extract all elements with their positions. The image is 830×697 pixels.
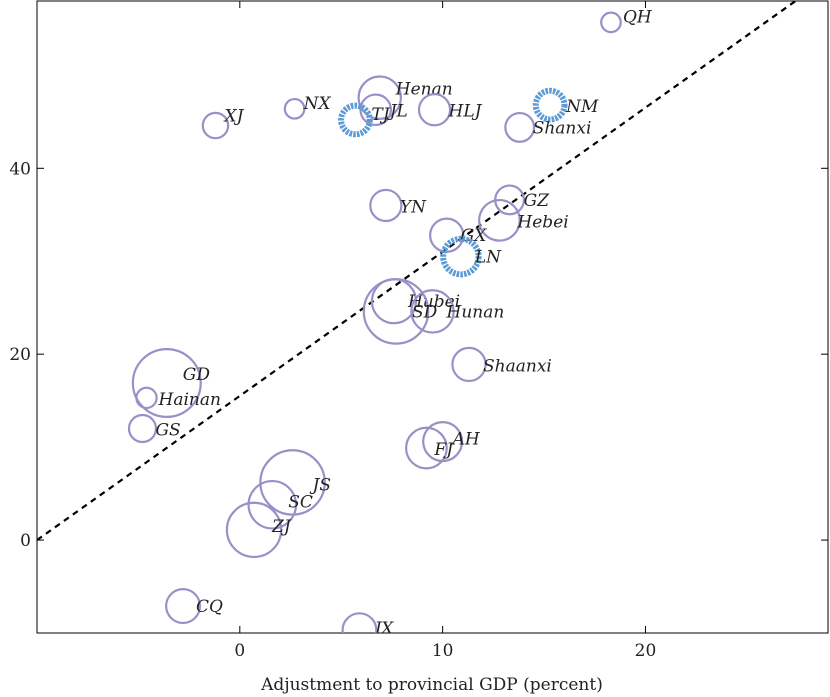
- bubble-qh: [600, 11, 622, 34]
- point-label-js: JS: [310, 475, 331, 495]
- point-label-gs: GS: [155, 421, 180, 441]
- point-label-ah: AH: [451, 430, 481, 450]
- bubble-hebei: [478, 198, 521, 242]
- point-label-hunan: Hunan: [446, 302, 505, 322]
- diagonal-line: [37, 1, 797, 541]
- bubble-shaanxi: [451, 346, 487, 383]
- point-label-gd: GD: [183, 365, 211, 385]
- point-label-fj: FJ: [433, 440, 454, 460]
- bubble-henan: [357, 75, 403, 120]
- point-label-hainan: Hainan: [158, 390, 221, 410]
- bubble-gs: [127, 413, 158, 444]
- y-tick-label: 0: [20, 531, 31, 551]
- bubble-gx: [429, 217, 465, 253]
- bubble-sd: [362, 278, 430, 345]
- point-label-jl: JL: [387, 102, 408, 122]
- x-tick-label: 10: [432, 641, 454, 661]
- bubble-cq: [165, 588, 202, 625]
- point-label-xj: XJ: [222, 107, 244, 127]
- point-label-sd: SD: [412, 302, 438, 322]
- bubble-hainan: [135, 386, 158, 410]
- bubble-jl: [359, 93, 393, 127]
- bubble-jx: [341, 612, 378, 633]
- bubble-shanxi: [504, 111, 536, 143]
- bubble-xj: [201, 111, 230, 140]
- plot-frame: [36, 0, 829, 634]
- bubble-ln: [440, 235, 482, 278]
- x-tick-label: 0: [234, 641, 245, 661]
- point-label-hebei: Hebei: [516, 212, 568, 232]
- point-label-nx: NX: [303, 94, 332, 114]
- bubble-js: [259, 449, 326, 516]
- point-label-gz: GZ: [524, 191, 551, 211]
- y-tick-label: 40: [9, 159, 31, 179]
- point-label-nm: NM: [565, 97, 599, 117]
- point-label-yn: YN: [400, 197, 427, 217]
- bubble-hlj: [417, 93, 452, 127]
- bubble-nm: [532, 87, 568, 123]
- point-label-tj: TJ: [371, 105, 390, 125]
- point-label-shanxi: Shanxi: [533, 118, 592, 138]
- bubble-gd: [131, 347, 202, 418]
- bubble-yn: [369, 188, 403, 223]
- bubble-sc: [247, 479, 298, 530]
- bubble-fj: [405, 426, 448, 470]
- bubble-tj: [338, 102, 373, 138]
- point-label-hlj: HLJ: [448, 102, 483, 122]
- axes: 0 10 20 0 20 40: [9, 1, 828, 661]
- point-label-jx: JX: [371, 619, 394, 639]
- point-label-qh: QH: [623, 7, 653, 27]
- x-tick-label: 20: [635, 641, 657, 661]
- point-label-cq: CQ: [196, 597, 223, 617]
- point-label-zj: ZJ: [271, 517, 292, 537]
- x-axis-title: Adjustment to provincial GDP (percent): [260, 675, 603, 695]
- point-label-shaanxi: Shaanxi: [483, 356, 552, 376]
- point-label-ln: LN: [474, 248, 502, 268]
- point-label-sc: SC: [288, 493, 313, 513]
- bubble-nx: [283, 97, 306, 120]
- bubble-zj: [225, 501, 283, 559]
- y-tick-label: 20: [9, 345, 31, 365]
- bubble-hunan: [410, 289, 455, 334]
